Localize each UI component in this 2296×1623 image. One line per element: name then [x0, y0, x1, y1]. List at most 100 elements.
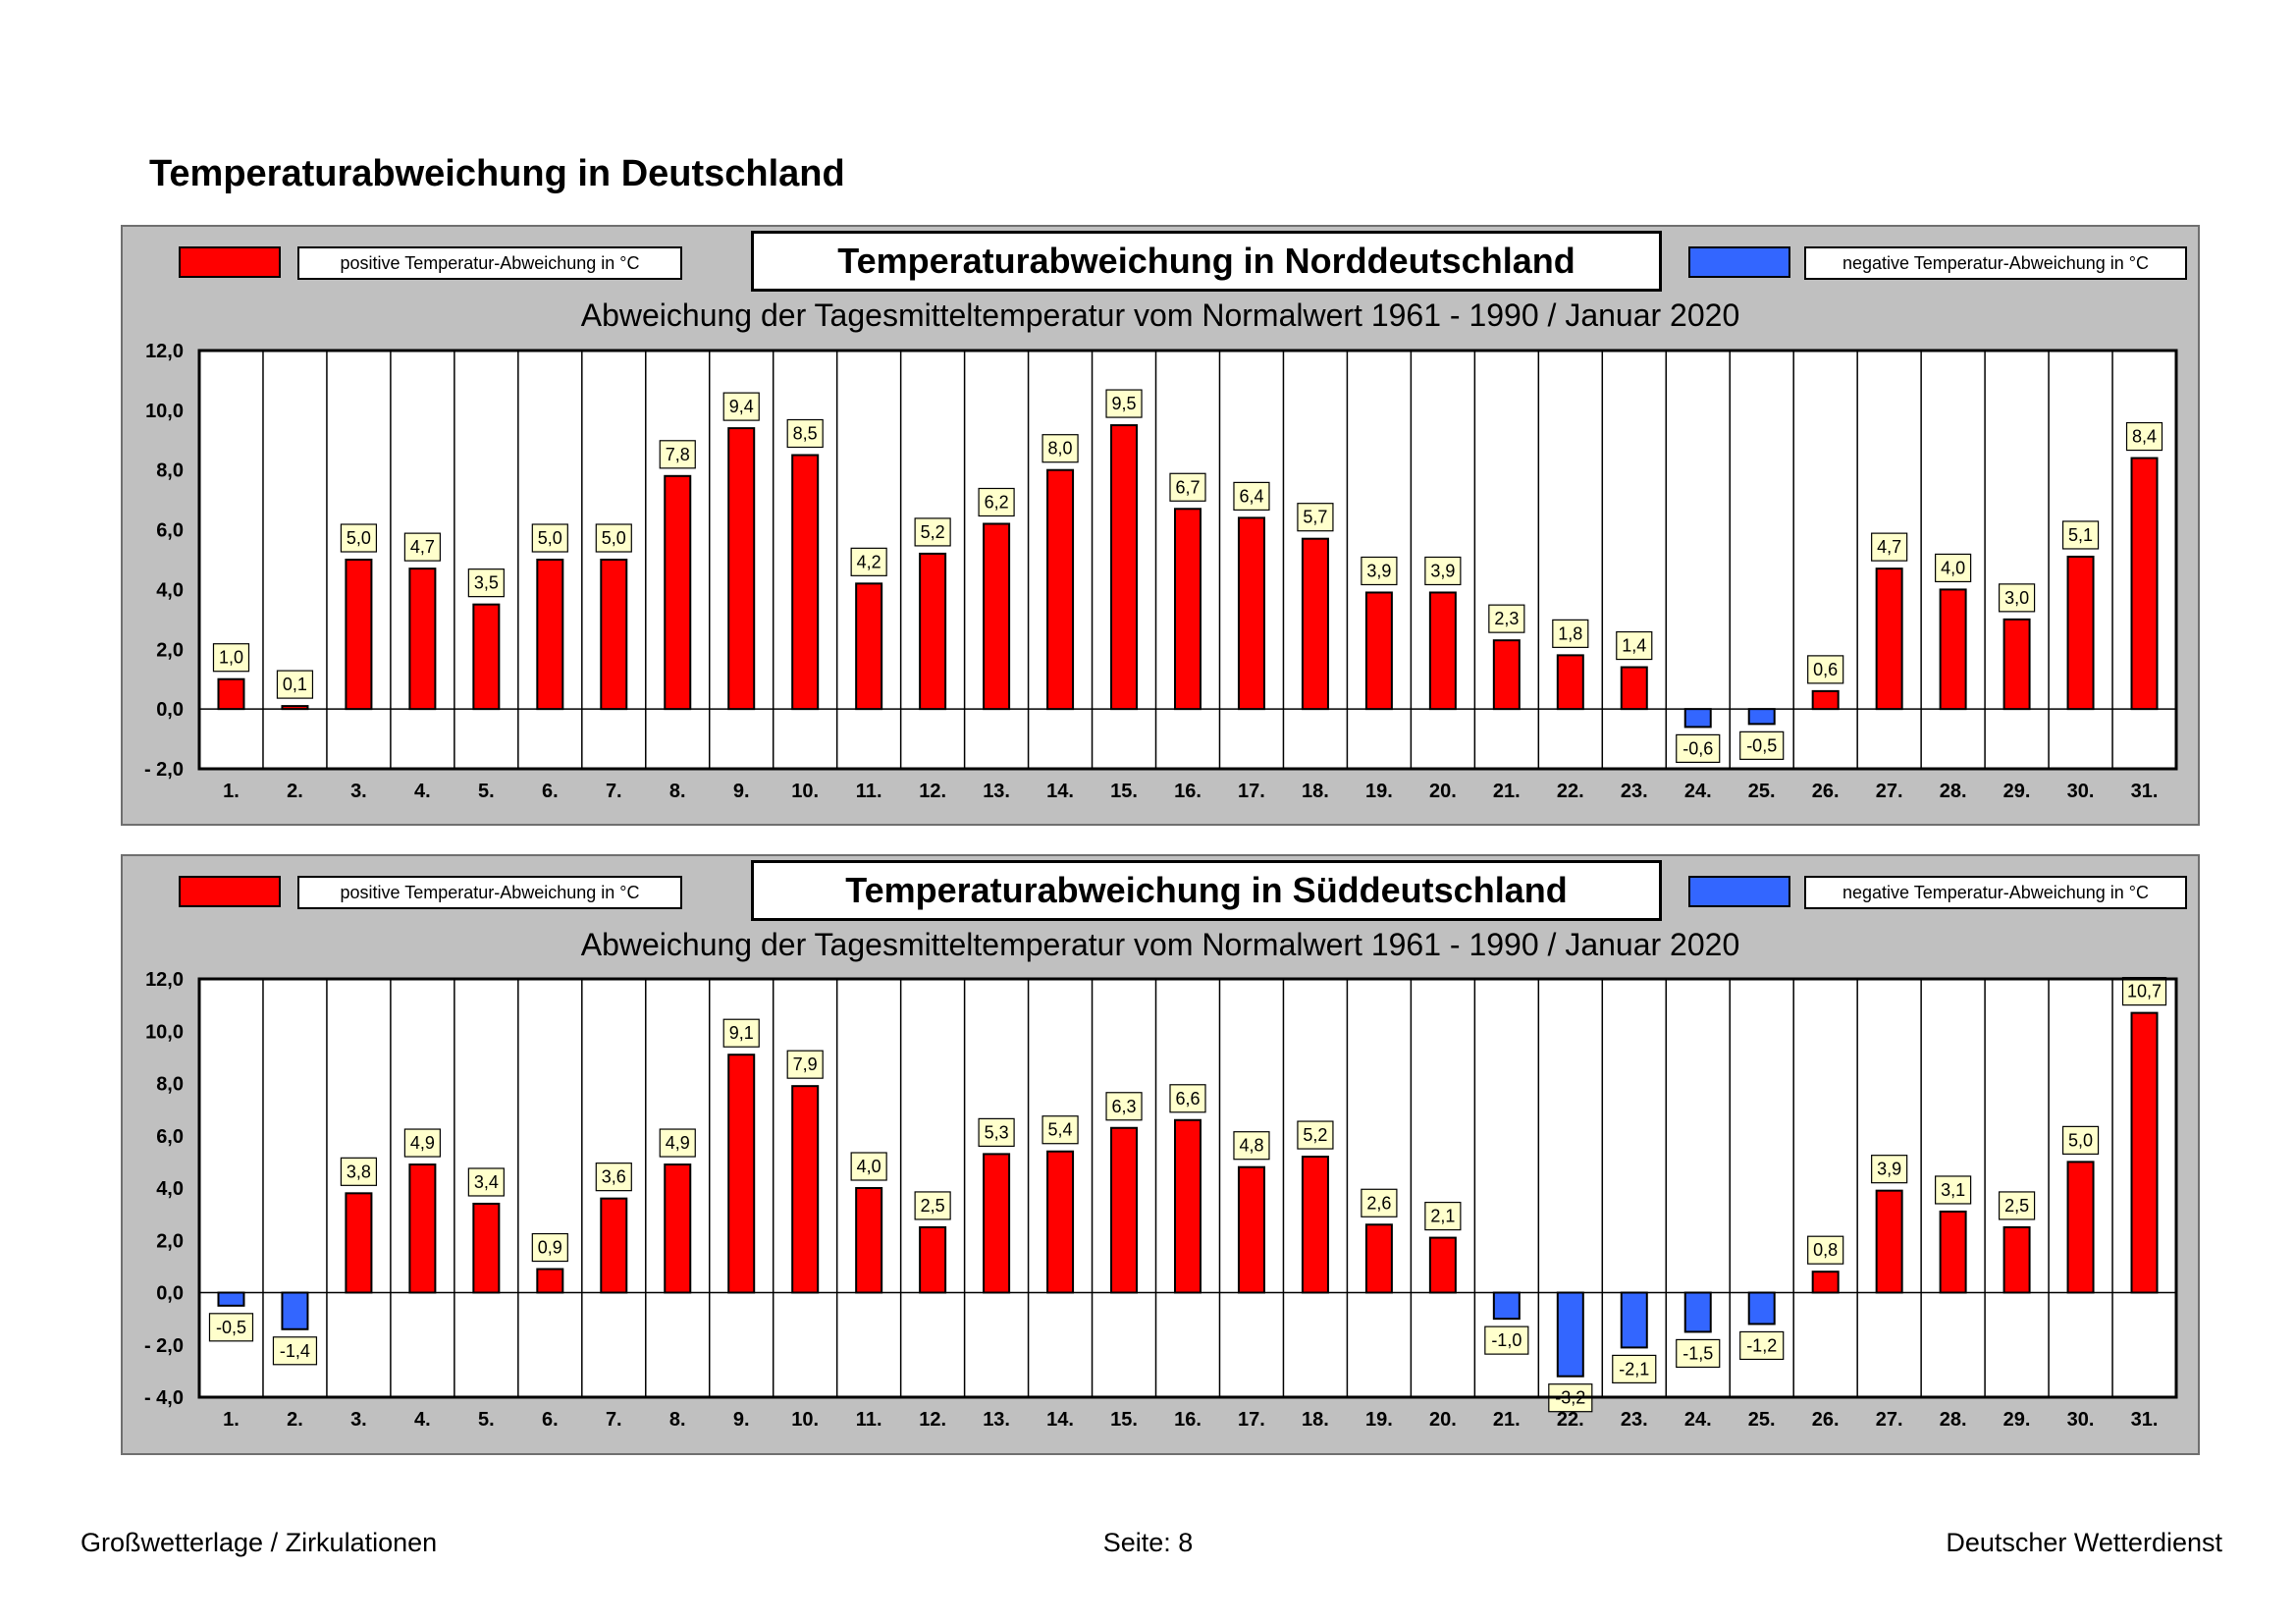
x-tick-label: 14.: [1046, 1409, 1074, 1431]
data-label-box: [1233, 481, 1270, 511]
bar: [1939, 1210, 1967, 1294]
data-label: 4,8: [1239, 1136, 1263, 1156]
y-tick-label: 2,0: [156, 639, 184, 661]
data-label-box: [850, 547, 887, 576]
bar: [1046, 1150, 1075, 1294]
data-label: 4,9: [666, 1133, 690, 1153]
data-label-box: [276, 670, 314, 699]
data-label-box: [1739, 730, 1785, 760]
bar: [600, 1197, 628, 1294]
data-label: 3,8: [347, 1162, 371, 1181]
y-tick-label: 8,0: [156, 460, 184, 482]
y-tick-label: 2,0: [156, 1230, 184, 1252]
bar: [1556, 1291, 1584, 1378]
bar: [1747, 1291, 1776, 1325]
x-tick-label: 1.: [223, 781, 240, 802]
y-tick-label: 6,0: [156, 520, 184, 542]
bar: [919, 552, 947, 711]
bar: [1683, 1291, 1712, 1333]
data-label: 3,9: [1430, 561, 1455, 580]
x-tick-label: 13.: [983, 781, 1010, 802]
x-tick-label: 15.: [1110, 1409, 1138, 1431]
bar: [1683, 708, 1712, 729]
positive-legend-label: positive Temperatur-Abweichung in °C: [297, 246, 682, 280]
data-label-box: [1233, 1131, 1270, 1161]
data-label-box: [1871, 1155, 1908, 1184]
data-label: 5,3: [985, 1122, 1009, 1142]
bar: [1174, 508, 1201, 711]
data-label-box: [850, 1152, 887, 1181]
data-label: 6,3: [1112, 1097, 1137, 1116]
chart-title: Temperaturabweichung in Norddeutschland: [751, 231, 1662, 292]
x-tick-label: 2.: [287, 1409, 303, 1431]
bar: [2130, 1011, 2159, 1294]
x-tick-label: 29.: [2003, 781, 2031, 802]
y-tick-label: 4,0: [156, 1178, 184, 1200]
data-label: 5,0: [538, 528, 562, 548]
x-tick-label: 21.: [1493, 1409, 1521, 1431]
x-tick-label: 3.: [350, 1409, 367, 1431]
data-label-box: [1361, 556, 1398, 586]
data-label: -0,6: [1682, 738, 1713, 758]
data-label: 5,2: [1303, 1125, 1327, 1145]
data-label-box: [659, 440, 696, 469]
data-label-box: [1361, 1188, 1398, 1217]
data-label-box: [978, 1117, 1015, 1147]
x-tick-label: 31.: [2131, 781, 2159, 802]
data-label-box: [1871, 532, 1908, 562]
data-label: 1,8: [1558, 623, 1582, 643]
bar: [1237, 516, 1265, 711]
data-label: 4,7: [410, 537, 435, 557]
data-label: 0,9: [538, 1238, 562, 1258]
x-tick-label: 8.: [669, 1409, 686, 1431]
footer-section-name: Großwetterlage / Zirkulationen: [80, 1528, 438, 1557]
bar: [1747, 708, 1776, 726]
data-label: 3,5: [474, 573, 499, 593]
x-tick-label: 27.: [1876, 781, 1903, 802]
data-label: 7,9: [793, 1055, 818, 1074]
x-tick-label: 25.: [1748, 781, 1776, 802]
data-label-box: [1041, 1115, 1079, 1145]
bar: [2002, 1225, 2031, 1294]
data-label-box: [1739, 1330, 1785, 1361]
page-title: Temperaturabweichung in Deutschland: [149, 153, 845, 194]
data-label-box: [1041, 434, 1079, 463]
bar: [217, 677, 245, 711]
x-tick-label: 12.: [919, 1409, 946, 1431]
data-label-box: [531, 523, 568, 553]
data-label-box: [1676, 1338, 1721, 1369]
bar: [472, 603, 501, 711]
data-label: 5,4: [1048, 1120, 1073, 1140]
y-tick-label: 10,0: [145, 1021, 184, 1043]
data-label: 6,2: [985, 492, 1009, 512]
data-label: 6,6: [1175, 1089, 1200, 1109]
x-tick-label: 10.: [791, 781, 819, 802]
positive-legend-swatch: [179, 246, 281, 278]
y-tick-label: 0,0: [156, 699, 184, 721]
bar: [1237, 1165, 1265, 1294]
data-label: 4,7: [1877, 537, 1901, 557]
bar: [281, 1291, 309, 1330]
data-label-box: [2061, 1125, 2100, 1155]
data-label: -1,2: [1746, 1335, 1777, 1355]
data-label: 1,0: [219, 648, 243, 668]
y-tick-label: - 4,0: [144, 1387, 184, 1409]
data-label-box: [595, 523, 632, 553]
x-tick-label: 7.: [606, 781, 622, 802]
data-label-box: [978, 487, 1015, 517]
data-label-box: [1807, 1235, 1844, 1265]
bar: [408, 568, 437, 711]
bar: [600, 559, 628, 711]
chart-subtitle: Abweichung der Tagesmitteltemperatur vom…: [580, 298, 1740, 333]
data-label: 5,2: [921, 522, 945, 542]
data-label: -0,5: [1746, 735, 1777, 755]
chart-title: Temperaturabweichung in Süddeutschland: [751, 860, 1662, 921]
bar: [2066, 1161, 2095, 1294]
positive-legend-label: positive Temperatur-Abweichung in °C: [297, 876, 682, 909]
bar: [1174, 1118, 1201, 1294]
bar: [345, 1192, 373, 1294]
data-label: 2,5: [921, 1196, 945, 1216]
data-label: 2,5: [2004, 1196, 2029, 1216]
x-tick-label: 10.: [791, 1409, 819, 1431]
bar: [1811, 689, 1840, 711]
